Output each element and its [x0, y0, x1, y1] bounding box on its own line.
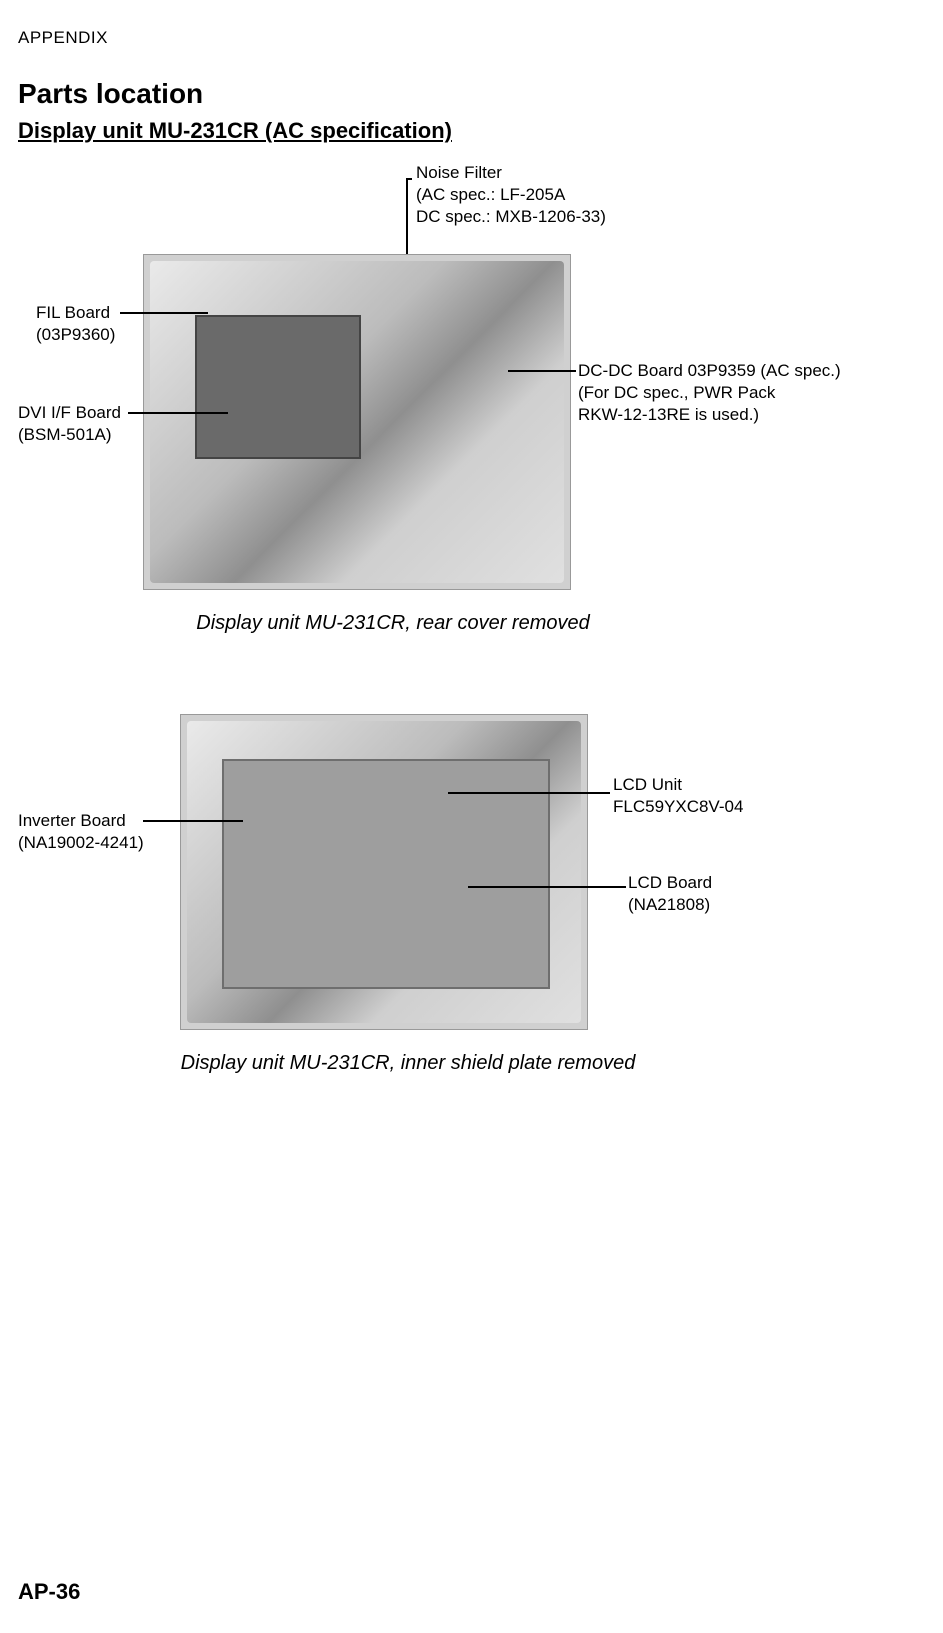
figure-2-caption: Display unit MU-231CR, inner shield plat…	[128, 1052, 688, 1075]
photo-inner-shield-removed	[180, 714, 588, 1030]
callout-dcdc-board: DC-DC Board 03P9359 (AC spec.) (For DC s…	[578, 360, 841, 426]
figure-1-caption: Display unit MU-231CR, rear cover remove…	[143, 612, 643, 635]
section-title: Parts location	[18, 78, 935, 110]
leader-dcdc-h	[508, 370, 576, 372]
header-appendix: APPENDIX	[18, 28, 935, 48]
leader-lcdboard-h	[468, 886, 626, 888]
page: APPENDIX Parts location Display unit MU-…	[0, 0, 943, 1633]
leader-fil-h	[120, 312, 208, 314]
page-number: AP-36	[18, 1579, 80, 1605]
figure-1: Noise Filter (AC spec.: LF-205A DC spec.…	[18, 174, 935, 714]
leader-dvi-h	[128, 412, 228, 414]
subsection-title: Display unit MU-231CR (AC specification)	[18, 118, 935, 144]
callout-lcd-unit: LCD Unit FLC59YXC8V-04	[613, 774, 743, 818]
callout-lcd-board: LCD Board (NA21808)	[628, 872, 712, 916]
leader-noise-filter-h	[406, 178, 412, 180]
callout-noise-filter: Noise Filter (AC spec.: LF-205A DC spec.…	[416, 162, 606, 228]
leader-lcdunit-h	[448, 792, 610, 794]
photo-rear-cover-removed	[143, 254, 571, 590]
callout-dvi-board: DVI I/F Board (BSM-501A)	[18, 402, 121, 446]
leader-inverter-h	[143, 820, 243, 822]
callout-inverter-board: Inverter Board (NA19002-4241)	[18, 810, 144, 854]
figure-2: Inverter Board (NA19002-4241) LCD Unit F…	[18, 714, 935, 1154]
callout-fil-board: FIL Board (03P9360)	[36, 302, 115, 346]
